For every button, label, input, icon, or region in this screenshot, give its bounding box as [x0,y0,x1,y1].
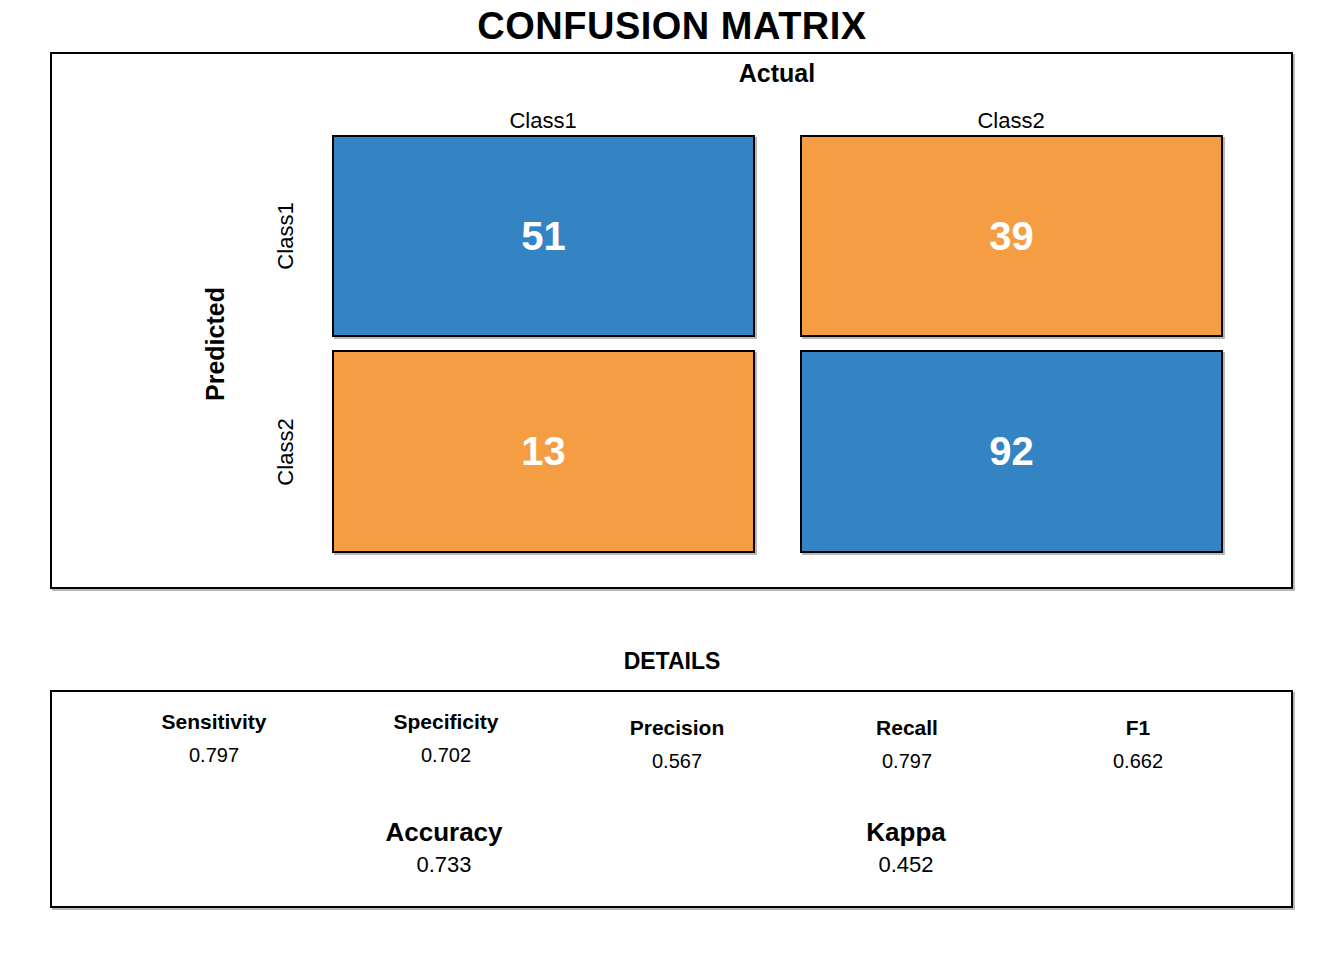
cell-value-true-class2: 92 [989,429,1034,474]
metric-value: 0.662 [1113,747,1163,775]
metric-label: Recall [876,715,938,741]
matrix-cell-predicted-class1-actual-class1: 51 [332,135,755,337]
summary-label: Kappa [866,817,945,847]
summary-accuracy: Accuracy 0.733 [385,817,502,879]
metric-specificity: Specificity 0.702 [393,709,498,769]
metric-recall: Recall 0.797 [876,715,938,775]
details-panel: Sensitivity 0.797 Specificity 0.702 Prec… [50,690,1293,908]
summary-kappa: Kappa 0.452 [866,817,945,879]
matrix-panel: Actual Class1 Class2 Predicted Class1 Cl… [50,52,1293,589]
matrix-cell-predicted-class1-actual-class2: 39 [800,135,1223,337]
metric-label: F1 [1113,715,1163,741]
column-header-class2: Class2 [977,108,1044,134]
actual-axis-label: Actual [739,59,815,88]
summary-label: Accuracy [385,817,502,847]
metric-value: 0.567 [630,747,725,775]
summary-value: 0.452 [866,851,945,879]
predicted-axis-label: Predicted [201,287,230,401]
cell-value-true-class1: 51 [521,214,566,259]
metric-f1: F1 0.662 [1113,715,1163,775]
metric-label: Specificity [393,709,498,735]
row-header-class1: Class1 [273,202,299,269]
summary-value: 0.733 [385,851,502,879]
cell-value-false-class1: 39 [989,214,1034,259]
cell-value-false-class2: 13 [521,429,566,474]
metric-label: Precision [630,715,725,741]
details-heading: DETAILS [0,647,1344,675]
metric-value: 0.797 [161,741,266,769]
metric-value: 0.797 [876,747,938,775]
metric-precision: Precision 0.567 [630,715,725,775]
matrix-cell-predicted-class2-actual-class2: 92 [800,350,1223,553]
row-header-class2: Class2 [273,418,299,485]
metric-value: 0.702 [393,741,498,769]
metric-sensitivity: Sensitivity 0.797 [161,709,266,769]
confusion-matrix-figure: CONFUSION MATRIX Actual Class1 Class2 Pr… [0,0,1344,960]
column-header-class1: Class1 [509,108,576,134]
page-title: CONFUSION MATRIX [0,4,1344,48]
matrix-cell-predicted-class2-actual-class1: 13 [332,350,755,553]
metric-label: Sensitivity [161,709,266,735]
